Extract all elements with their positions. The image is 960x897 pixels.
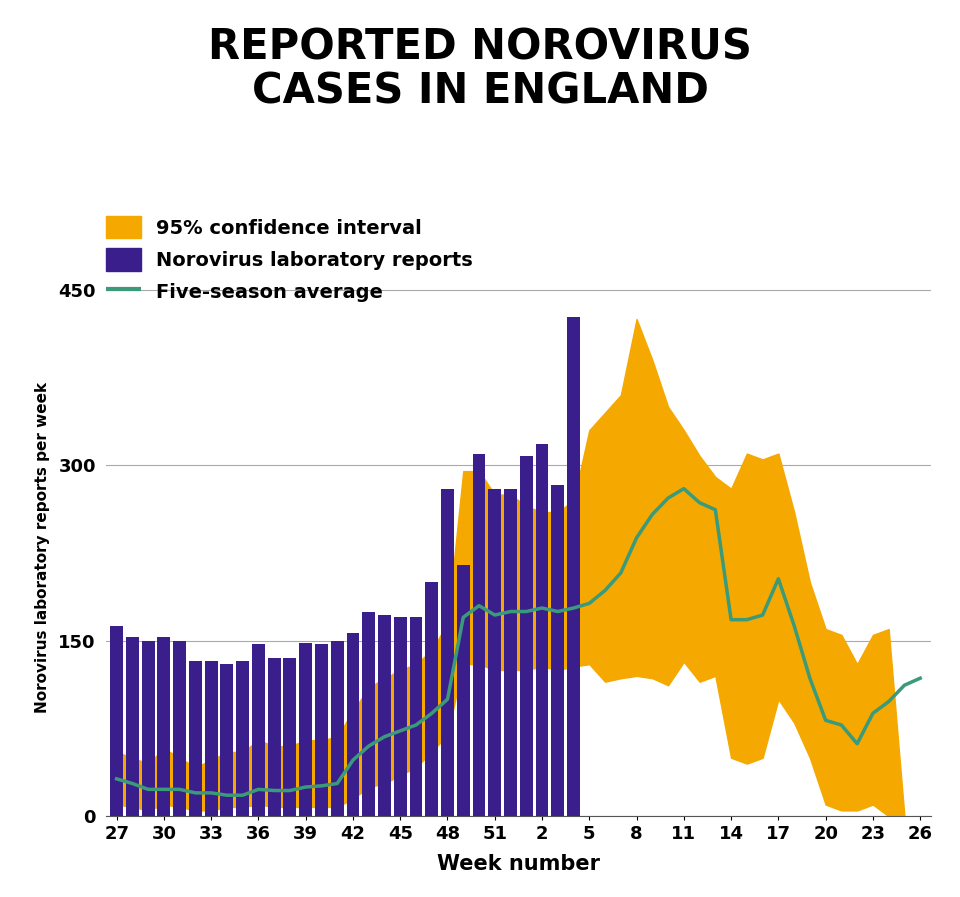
Bar	[142, 640, 155, 816]
Bar	[362, 612, 375, 816]
Bar	[283, 658, 297, 816]
Bar	[441, 489, 454, 816]
Bar	[236, 661, 250, 816]
X-axis label: Week number: Week number	[437, 855, 600, 875]
Bar	[189, 661, 202, 816]
Bar	[519, 456, 533, 816]
Bar	[347, 632, 359, 816]
Bar	[551, 485, 564, 816]
Text: REPORTED NOROVIRUS
CASES IN ENGLAND: REPORTED NOROVIRUS CASES IN ENGLAND	[208, 27, 752, 112]
Bar	[252, 644, 265, 816]
Bar	[504, 489, 517, 816]
Bar	[425, 582, 438, 816]
Bar	[173, 640, 186, 816]
Bar	[394, 617, 407, 816]
Bar	[331, 640, 344, 816]
Bar	[567, 317, 580, 816]
Bar	[378, 615, 391, 816]
Bar	[157, 637, 170, 816]
Bar	[110, 625, 123, 816]
Bar	[126, 637, 139, 816]
Bar	[204, 661, 218, 816]
Bar	[457, 565, 469, 816]
Bar	[489, 489, 501, 816]
Bar	[268, 658, 280, 816]
Bar	[315, 644, 328, 816]
Bar	[536, 444, 548, 816]
Bar	[221, 664, 233, 816]
Bar	[300, 643, 312, 816]
Legend: 95% confidence interval, Norovirus laboratory reports, Five-season average: 95% confidence interval, Norovirus labor…	[106, 216, 473, 303]
Bar	[472, 454, 486, 816]
Bar	[410, 617, 422, 816]
Y-axis label: Norovirus laboratory reports per week: Norovirus laboratory reports per week	[36, 381, 50, 713]
